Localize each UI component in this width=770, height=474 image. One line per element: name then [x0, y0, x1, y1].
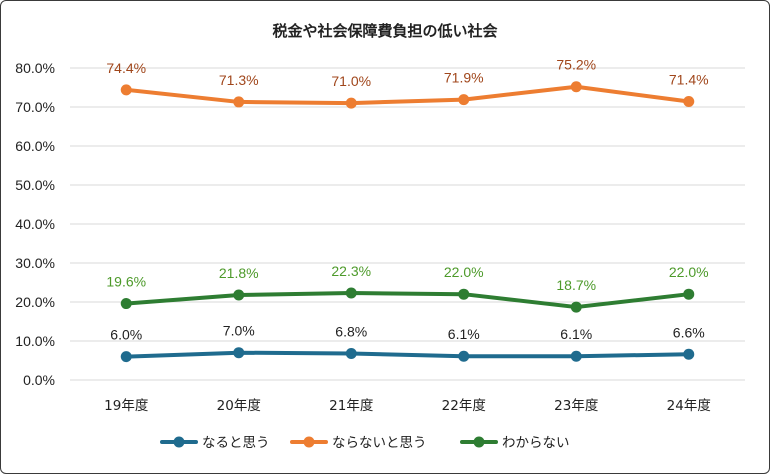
data-point: [683, 348, 695, 360]
chart-title: 税金や社会保障費負担の低い社会: [272, 22, 497, 40]
x-tick-label: 21年度: [329, 398, 373, 414]
data-point: [458, 350, 470, 362]
data-label: 19.6%: [106, 274, 146, 290]
data-label: 18.7%: [556, 277, 596, 293]
y-tick-label: 60.0%: [15, 138, 55, 154]
legend-item: なると思う: [160, 435, 270, 451]
legend-label: わからない: [502, 435, 570, 451]
data-label: 71.9%: [444, 70, 484, 86]
legend-label: なると思う: [202, 435, 270, 451]
data-label: 74.4%: [106, 60, 146, 76]
data-label: 6.0%: [110, 327, 142, 343]
data-label: 71.4%: [669, 72, 709, 88]
y-tick-label: 10.0%: [15, 333, 55, 349]
data-label: 21.8%: [219, 265, 259, 281]
data-point: [233, 96, 245, 108]
data-point: [683, 96, 695, 108]
data-point: [345, 97, 357, 109]
legend-swatch-marker: [473, 436, 485, 448]
y-axis: 0.0% 10.0% 20.0% 30.0% 40.0% 50.0% 60.0% 70.0% 8…: [15, 60, 55, 388]
data-point: [458, 94, 470, 106]
legend-swatch-marker: [173, 436, 185, 448]
data-label: 6.6%: [673, 324, 705, 340]
x-tick-label: 19年度: [104, 398, 148, 414]
legend-item: わからない: [460, 435, 570, 451]
data-point: [683, 288, 695, 300]
x-tick-label: 22年度: [442, 398, 486, 414]
series-1: 6.0% 7.0% 6.8% 6.1% 6.1% 6.6%: [110, 323, 705, 363]
y-tick-label: 20.0%: [15, 294, 55, 310]
y-tick-label: 80.0%: [15, 60, 55, 76]
legend: なると思う ならないと思う わからない: [160, 435, 570, 451]
data-label: 22.0%: [444, 264, 484, 280]
data-point: [458, 288, 470, 300]
y-tick-label: 50.0%: [15, 177, 55, 193]
data-label: 6.1%: [560, 326, 592, 342]
series-3: 19.6% 21.8% 22.3% 22.0% 18.7% 22.0%: [106, 263, 709, 313]
data-point: [570, 301, 582, 313]
data-label: 22.3%: [331, 263, 371, 279]
legend-label: ならないと思う: [332, 435, 427, 451]
data-point: [120, 351, 132, 363]
data-label: 22.0%: [669, 264, 709, 280]
legend-item: ならないと思う: [290, 435, 427, 451]
data-label: 71.0%: [331, 73, 371, 89]
data-label: 7.0%: [223, 323, 255, 339]
data-point: [570, 350, 582, 362]
data-point: [120, 84, 132, 96]
data-label: 71.3%: [219, 72, 259, 88]
y-tick-label: 70.0%: [15, 99, 55, 115]
series-line: [124, 84, 691, 106]
grid-layer: [70, 67, 745, 381]
series-2: 74.4% 71.3% 71.0% 71.9% 75.2% 71.4%: [106, 57, 709, 109]
x-tick-label: 24年度: [667, 398, 711, 414]
series-layer: 6.0% 7.0% 6.8% 6.1% 6.1% 6.6%74.4%71.3% 71.0% 7…: [106, 57, 709, 363]
x-axis: 19年度 20年度 21年度 22年度 23年度 24年度: [104, 398, 711, 414]
data-label: 6.1%: [448, 326, 480, 342]
y-tick-label: 0.0%: [23, 372, 55, 388]
y-tick-label: 40.0%: [15, 216, 55, 232]
data-point: [570, 81, 582, 93]
data-point: [120, 298, 132, 310]
data-point: [233, 347, 245, 359]
data-point: [345, 347, 357, 359]
x-tick-label: 23年度: [554, 398, 598, 414]
data-label: 75.2%: [556, 57, 596, 73]
data-point: [345, 287, 357, 299]
legend-swatch-marker: [303, 436, 315, 448]
x-tick-label: 20年度: [217, 398, 261, 414]
data-point: [233, 289, 245, 301]
y-tick-label: 30.0%: [15, 255, 55, 271]
series-line: [124, 350, 691, 359]
series-line: [124, 291, 691, 310]
data-label: 6.8%: [335, 323, 367, 339]
